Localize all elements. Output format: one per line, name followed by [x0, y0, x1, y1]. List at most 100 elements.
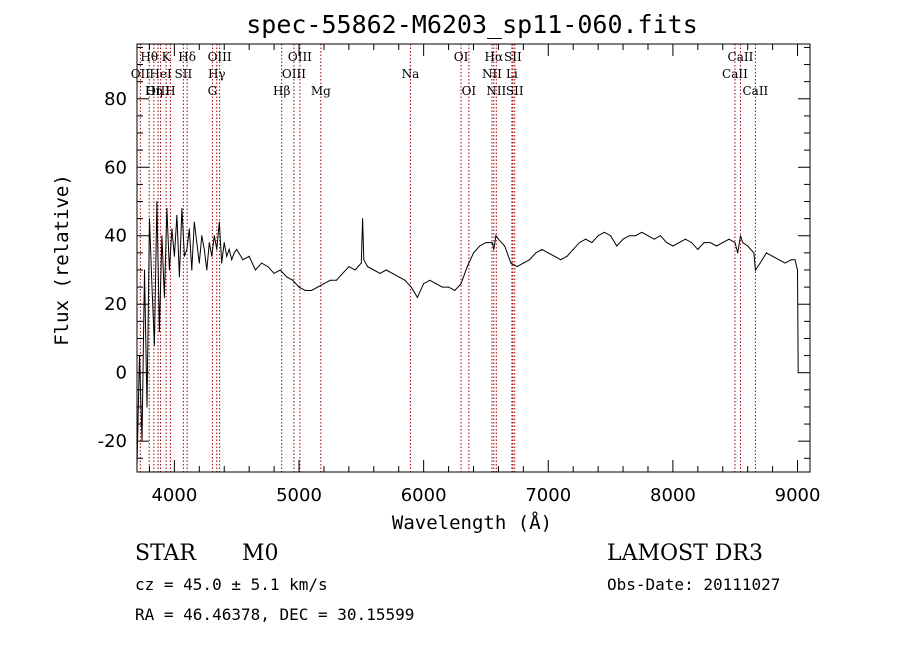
- line-label: OIII: [208, 50, 232, 64]
- flux-point: [348, 266, 350, 268]
- flux-point: [208, 242, 210, 244]
- flux-point: [547, 252, 549, 254]
- flux-point: [759, 262, 761, 264]
- flux-point: [747, 245, 749, 247]
- flux-point: [616, 245, 618, 247]
- flux-point: [166, 207, 168, 209]
- object-subclass: M0: [242, 541, 279, 566]
- flux-point: [158, 331, 160, 333]
- flux-point: [429, 279, 431, 281]
- flux-point: [292, 279, 294, 281]
- flux-point: [329, 279, 331, 281]
- line-label: Hβ: [273, 84, 290, 98]
- flux-point: [342, 272, 344, 274]
- line-label: CaII: [722, 67, 748, 81]
- flux-point: [354, 269, 356, 271]
- line-label: K: [162, 50, 172, 64]
- flux-point: [435, 283, 437, 285]
- flux-point: [691, 242, 693, 244]
- line-label: Mg: [311, 84, 331, 98]
- y-tick-label: 80: [104, 89, 127, 110]
- axis-ticks: [137, 44, 810, 472]
- flux-point: [242, 259, 244, 261]
- flux-point: [541, 248, 543, 250]
- flux-point: [196, 242, 198, 244]
- flux-point: [778, 259, 780, 261]
- y-tick-label: 60: [104, 157, 127, 178]
- flux-point: [716, 245, 718, 247]
- line-label: CaII: [742, 84, 768, 98]
- flux-point: [641, 231, 643, 233]
- flux-point: [148, 218, 150, 220]
- line-label: NII: [482, 67, 502, 81]
- flux-point: [391, 272, 393, 274]
- flux-point: [193, 221, 195, 223]
- flux-point: [151, 286, 153, 288]
- line-label: HeI: [149, 67, 172, 81]
- line-label: OIII: [282, 67, 306, 81]
- y-tick-label: 40: [104, 226, 127, 247]
- flux-line: [136, 201, 799, 466]
- flux-point: [323, 283, 325, 285]
- redshift-value: cz = 45.0 ± 5.1 km/s: [135, 575, 328, 594]
- flux-point: [423, 283, 425, 285]
- flux-point: [493, 248, 495, 250]
- flux-point: [784, 262, 786, 264]
- flux-point: [578, 242, 580, 244]
- flux-point: [248, 255, 250, 257]
- flux-point: [697, 248, 699, 250]
- flux-point: [181, 207, 183, 209]
- flux-point: [666, 242, 668, 244]
- flux-point: [298, 286, 300, 288]
- flux-point: [161, 235, 163, 237]
- line-label: Hδ: [178, 50, 196, 64]
- flux-point: [191, 269, 193, 271]
- flux-point: [722, 242, 724, 244]
- axis-tick-labels: 4000 5000 6000 7000 8000 9000 -20 0 20 40 60 80: [98, 89, 821, 506]
- flux-point: [398, 276, 400, 278]
- line-label: OI: [454, 50, 469, 64]
- flux-point: [233, 252, 235, 254]
- flux-point: [360, 262, 362, 264]
- flux-point: [273, 272, 275, 274]
- flux-point: [659, 235, 661, 237]
- flux-point: [236, 248, 238, 250]
- flux-point: [495, 235, 497, 237]
- flux-point: [178, 276, 180, 278]
- flux-point: [379, 272, 381, 274]
- flux-point: [597, 235, 599, 237]
- flux-point: [765, 252, 767, 254]
- y-tick-label: 0: [116, 363, 127, 384]
- line-label: G: [208, 84, 218, 98]
- flux-point: [703, 242, 705, 244]
- flux-point: [171, 228, 173, 230]
- flux-point: [441, 286, 443, 288]
- flux-point: [223, 242, 225, 244]
- flux-point: [310, 290, 312, 292]
- line-label: OIII: [288, 50, 312, 64]
- flux-point: [317, 286, 319, 288]
- coordinates: RA = 46.46378, DEC = 30.15599: [135, 605, 414, 624]
- flux-point: [213, 235, 215, 237]
- flux-point: [709, 242, 711, 244]
- plot-frame: [136, 43, 811, 473]
- flux-point: [201, 235, 203, 237]
- flux-point: [560, 259, 562, 261]
- flux-point: [221, 262, 223, 264]
- flux-point: [410, 286, 412, 288]
- flux-point: [267, 266, 269, 268]
- flux-point: [228, 248, 230, 250]
- flux-point: [286, 276, 288, 278]
- flux-point: [772, 255, 774, 257]
- line-label: OIII: [146, 84, 170, 98]
- flux-point: [460, 283, 462, 285]
- flux-point: [231, 259, 233, 261]
- flux-point: [647, 235, 649, 237]
- flux-point: [753, 252, 755, 254]
- x-tick-label: 6000: [401, 485, 447, 506]
- flux-point: [510, 262, 512, 264]
- line-label: Hθ: [140, 50, 158, 64]
- chart-title: spec-55862-M6203_sp11-060.fits: [246, 10, 698, 39]
- survey-name: LAMOST DR3: [607, 541, 763, 566]
